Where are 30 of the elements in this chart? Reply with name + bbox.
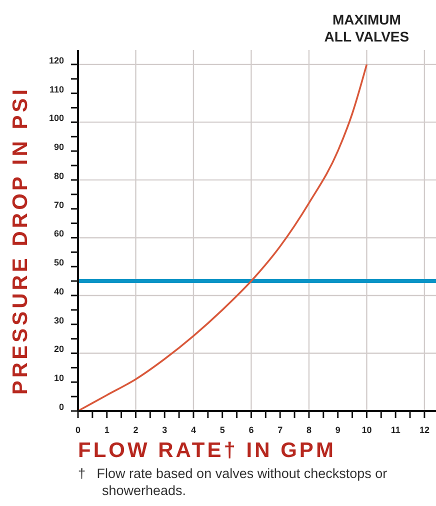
x-tick-label: 7	[278, 425, 283, 435]
x-tick-label: 5	[220, 425, 225, 435]
y-tick-label: 0	[58, 402, 64, 412]
y-tick-label: 90	[54, 142, 64, 152]
annotation: MAXIMUM ALL VALVES	[324, 11, 410, 44]
y-tick-label: 100	[48, 113, 64, 124]
y-tick-label: 50	[54, 258, 64, 268]
x-tick-label: 12	[419, 425, 430, 435]
x-tick-label: 6	[248, 425, 254, 435]
y-tick-label: 60	[54, 228, 64, 239]
y-tick-label: 10	[54, 373, 64, 384]
x-tick-label: 1	[104, 425, 110, 435]
y-tick-label: 110	[49, 84, 64, 94]
x-tick-label: 3	[162, 425, 168, 435]
x-tick-label: 2	[133, 425, 138, 435]
x-tick-label: 9	[335, 425, 340, 435]
y-tick-label: 120	[48, 55, 64, 66]
y-tick-label: 20	[54, 344, 64, 354]
x-tick-label: 8	[306, 425, 312, 435]
y-tick-label: 30	[54, 315, 64, 326]
x-tick-label: 4	[190, 425, 196, 435]
x-tick-label: 10	[362, 425, 372, 435]
x-tick-label: 0	[75, 425, 81, 435]
y-tick-label: 70	[54, 200, 64, 210]
y-axis-title: PRESSURE DROP IN PSI	[9, 86, 32, 395]
text: † Flow rate based on valves without checkstops or showerheads.	[78, 466, 388, 498]
x-axis-title: FLOW RATE† IN GPM	[78, 439, 336, 462]
y-tick-label: 40	[54, 286, 64, 296]
y-tick-label: 80	[54, 170, 64, 181]
x-tick-label: 11	[390, 425, 400, 435]
